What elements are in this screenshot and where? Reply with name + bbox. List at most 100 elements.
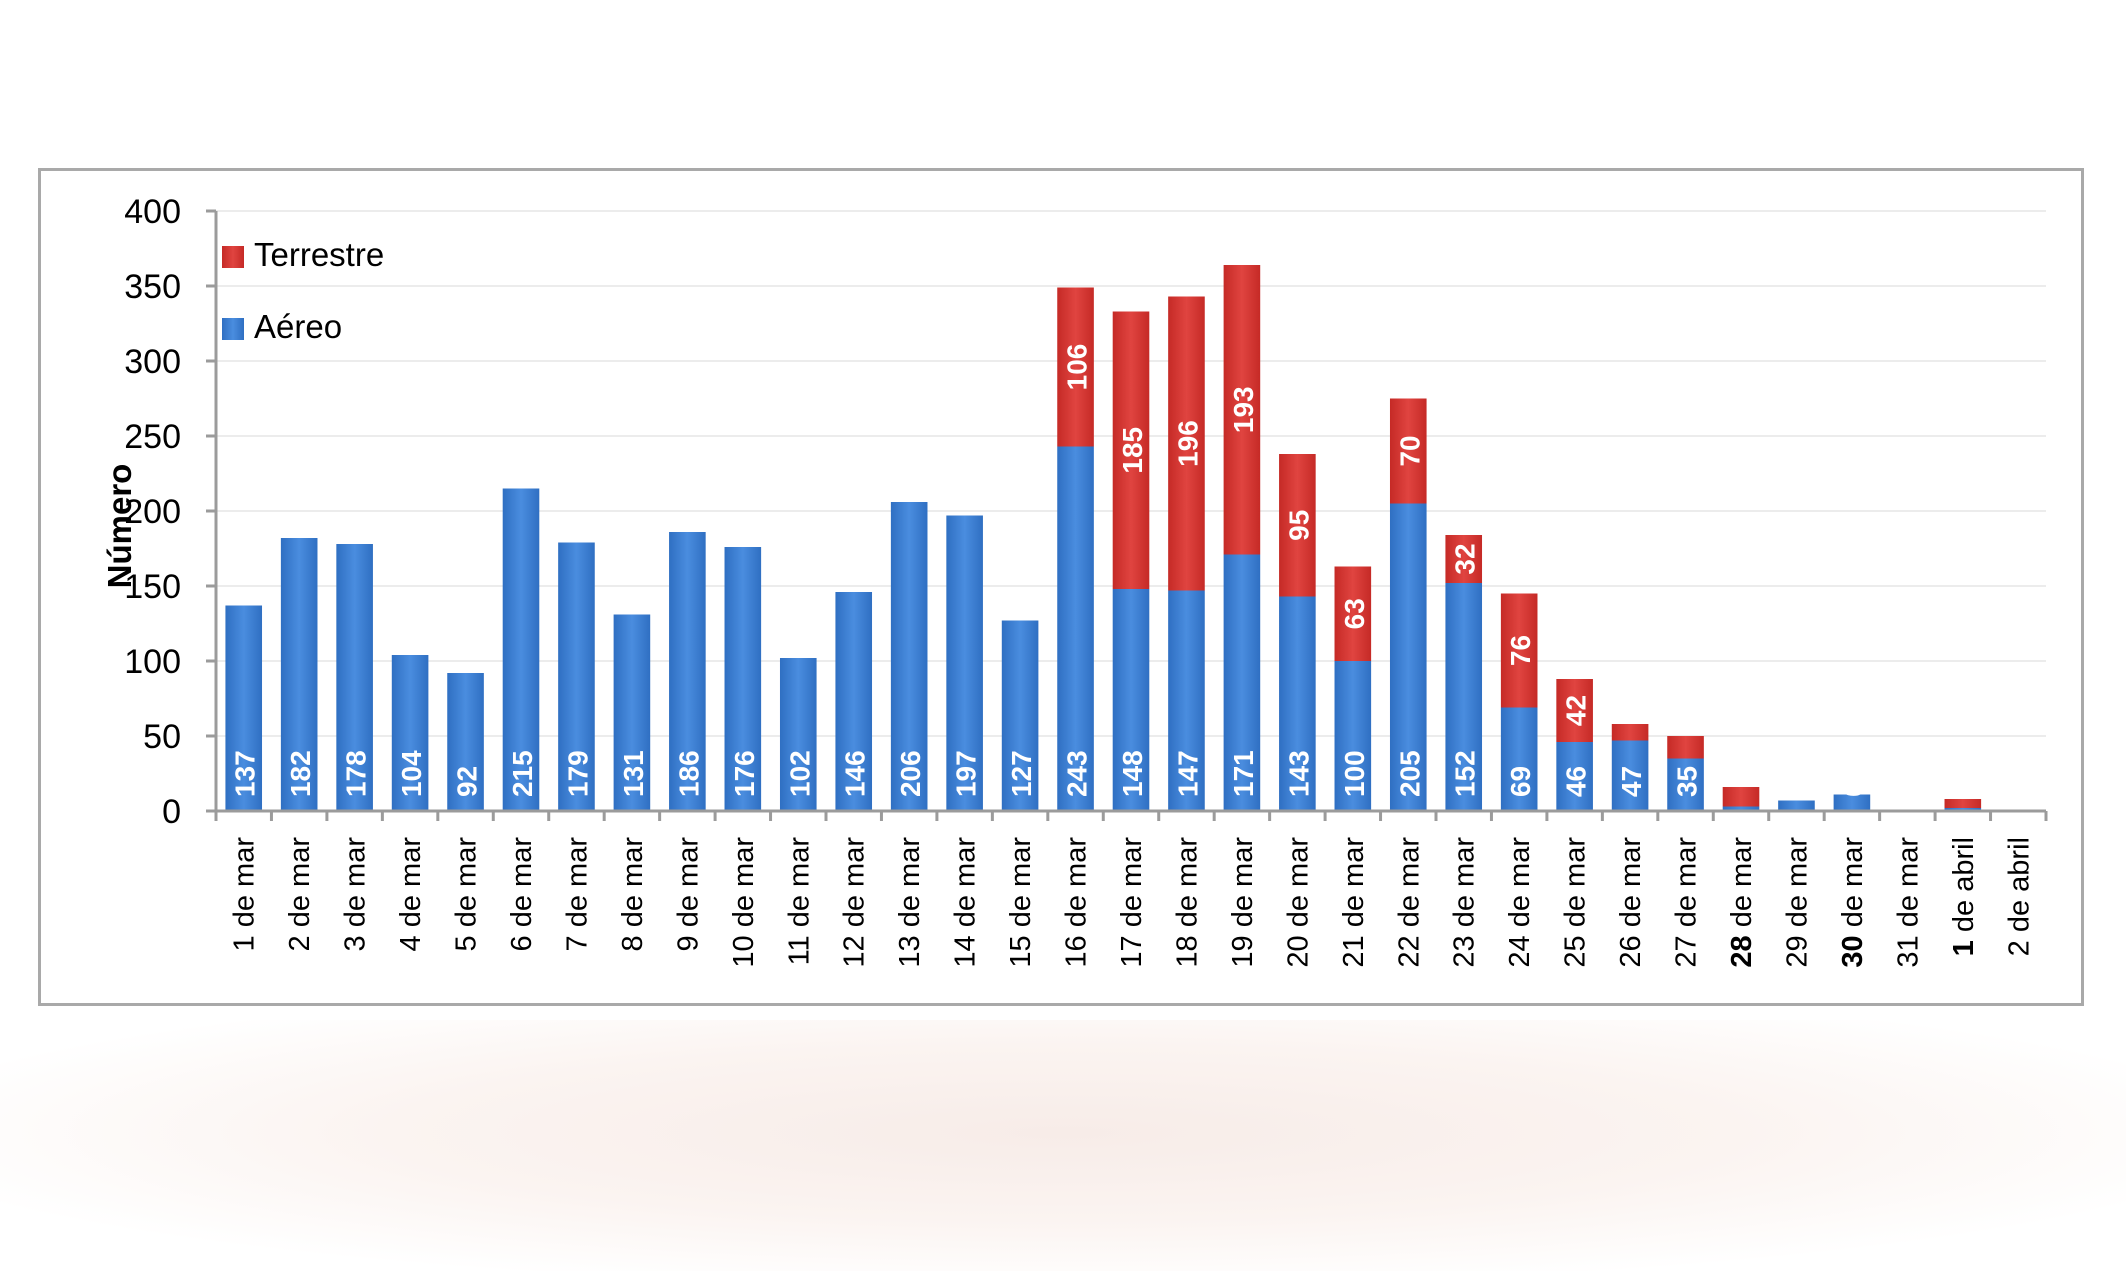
bar-aereo	[835, 592, 873, 811]
x-tick-label: 19 de mar	[1227, 837, 1259, 968]
x-tick-label: 5 de mar	[451, 837, 483, 952]
x-tick-label: 28 de mar	[1726, 837, 1758, 968]
data-label-terrestre: 70	[1394, 435, 1425, 466]
data-label-aereo: 46	[1561, 766, 1592, 797]
bar-aereo	[1057, 446, 1094, 811]
data-label-terrestre: 185	[1117, 427, 1148, 474]
x-tick-label: 23 de mar	[1449, 837, 1481, 968]
bar-aereo	[1445, 583, 1483, 811]
bar-aereo	[1556, 742, 1593, 811]
data-label-aereo: 182	[285, 750, 316, 797]
bar-aereo	[1279, 596, 1316, 811]
y-tick-label: 300	[124, 343, 181, 381]
bar-terrestre	[1057, 287, 1094, 447]
x-tick-label: 16 de mar	[1061, 837, 1093, 968]
bar-terrestre	[1944, 799, 1982, 808]
bar-aereo	[1334, 661, 1372, 811]
x-tick-label: 17 de mar	[1116, 837, 1148, 968]
x-tick-label: 7 de mar	[561, 837, 593, 952]
x-tick-label: 12 de mar	[839, 837, 871, 968]
data-label-aereo: 104	[396, 750, 427, 797]
data-label-aereo: 146	[840, 750, 871, 797]
data-label-aereo: 69	[1505, 766, 1536, 797]
x-tick-label: 2 de mar	[284, 837, 316, 952]
x-tick-label: 27 de mar	[1671, 837, 1703, 968]
x-tick-label: 13 de mar	[894, 837, 926, 968]
data-label-aereo: 0	[1838, 781, 1869, 797]
data-label-aereo: 215	[507, 750, 538, 797]
data-label-aereo: 127	[1006, 750, 1037, 797]
bar-aereo	[502, 488, 540, 811]
y-tick-label: 100	[124, 643, 181, 681]
bar-aereo	[724, 547, 762, 811]
bar-aereo	[447, 673, 484, 811]
bar-aereo	[1001, 620, 1039, 811]
bar-aereo	[1168, 590, 1205, 811]
data-label-aereo: 147	[1172, 750, 1203, 797]
data-label-aereo: 102	[784, 750, 815, 797]
bar-aereo	[890, 502, 928, 811]
x-tick-label: 1 de abril	[1948, 837, 1980, 956]
y-tick-label: 0	[162, 793, 181, 831]
bar-terrestre	[1279, 454, 1316, 597]
data-label-aereo: 197	[951, 750, 982, 797]
x-tick-label: 10 de mar	[728, 837, 760, 968]
x-tick-label: 2 de abril	[2003, 837, 2035, 956]
bar-terrestre	[1334, 566, 1372, 661]
x-tick-label: 21 de mar	[1338, 837, 1370, 968]
x-tick-label: 1 de mar	[229, 837, 261, 952]
bar-aereo	[669, 532, 706, 811]
data-label-aereo: 35	[1672, 766, 1703, 797]
bar-aereo	[391, 655, 429, 811]
data-label-terrestre: 106	[1062, 344, 1093, 391]
data-label-aereo: 205	[1394, 750, 1425, 797]
data-label-terrestre: 32	[1450, 543, 1481, 574]
axes-group	[206, 209, 2048, 821]
x-tick-label: 22 de mar	[1393, 837, 1425, 968]
x-tick-labels: 1 de mar 2 de mar 3 de mar 4 de mar 5 de mar…	[229, 837, 2036, 968]
bar-aereo	[225, 605, 263, 811]
data-label-aereo: 152	[1450, 750, 1481, 797]
bar-terrestre	[1556, 679, 1593, 742]
x-tick-label: 25 de mar	[1560, 837, 1592, 968]
bar-aereo	[1223, 554, 1261, 811]
bar-terrestre	[1667, 736, 1704, 759]
x-tick-label: 29 de mar	[1781, 837, 1813, 968]
y-tick-label: 150	[124, 568, 181, 606]
bar-terrestre	[1722, 787, 1760, 807]
bar-terrestre	[1223, 265, 1261, 555]
legend-swatch-terrestre	[222, 246, 244, 268]
bar-aereo	[1112, 589, 1150, 811]
bar-aereo	[946, 515, 983, 811]
data-label-terrestre: 42	[1561, 695, 1592, 726]
x-tick-label: 4 de mar	[395, 837, 427, 952]
x-tick-label: 6 de mar	[506, 837, 538, 952]
legend-label-terrestre: Terrestre	[254, 236, 384, 273]
bar-aereo	[336, 544, 373, 811]
bar-terrestre	[1500, 593, 1538, 708]
data-label-aereo: 171	[1228, 750, 1259, 797]
data-label-aereo: 178	[341, 750, 372, 797]
data-label-terrestre: 95	[1283, 510, 1314, 541]
x-tick-label: 30 de mar	[1837, 837, 1869, 968]
bar-aereo	[558, 542, 595, 811]
y-tick-label: 250	[124, 418, 181, 456]
bar-aereo	[1389, 503, 1427, 811]
data-label-aereo: 131	[618, 750, 649, 797]
stacked-bar-chart: 137 182 178 104 92 215 179 131 186 176 102 146 206 19…	[101, 193, 2048, 968]
bar-terrestre	[1445, 535, 1483, 583]
data-label-aereo: 92	[452, 766, 483, 797]
x-tick-label: 8 de mar	[617, 837, 649, 952]
data-label-aereo: 137	[230, 750, 261, 797]
data-label-aereo: 148	[1117, 750, 1148, 797]
chart-frame: 137 182 178 104 92 215 179 131 186 176 102 146 206 19…	[38, 168, 2084, 1006]
bar-terrestre	[1168, 296, 1205, 591]
data-label-terrestre: 196	[1172, 420, 1203, 467]
legend-swatch-aereo	[222, 318, 244, 340]
data-label-aereo: 143	[1283, 750, 1314, 797]
x-tick-label: 20 de mar	[1282, 837, 1314, 968]
bar-aereo	[280, 538, 318, 811]
x-tick-label: 14 de mar	[950, 837, 982, 968]
bar-aereo	[613, 614, 651, 811]
data-label-aereo: 176	[729, 750, 760, 797]
